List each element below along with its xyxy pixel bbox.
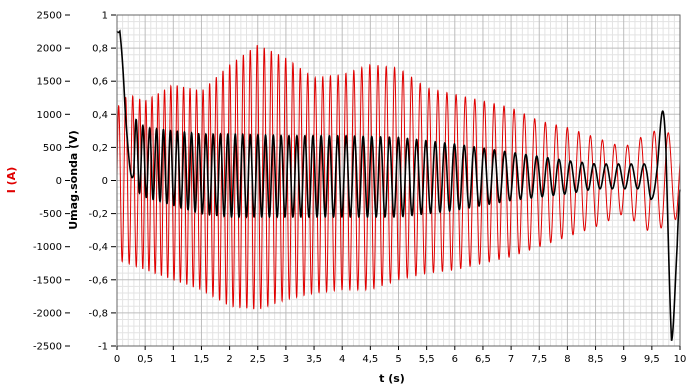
right-tick-label: 0,6 bbox=[92, 77, 108, 88]
x-ticks: 0 0,5 1 1,5 2 2,5 3 3,5 4 4,5 5 5,5 6 6,5 7 7,5 8 8,5 9 9,5… bbox=[114, 346, 686, 365]
left-tick-label: 0 bbox=[56, 176, 62, 187]
right-tick-label: -0,4 bbox=[88, 242, 108, 253]
x-tick-label: 1,5 bbox=[193, 354, 209, 365]
left-tick-label: -2000 bbox=[33, 308, 62, 319]
x-tick-label: 0,5 bbox=[137, 354, 153, 365]
x-tick-label: 0 bbox=[114, 354, 120, 365]
right-tick-label: 0,8 bbox=[92, 44, 108, 55]
left-tick-label: 2000 bbox=[37, 44, 62, 55]
left-tick-label: -1000 bbox=[33, 242, 62, 253]
x-tick-label: 3,5 bbox=[306, 354, 322, 365]
right-tick-label: 1 bbox=[102, 11, 108, 22]
voltage-series bbox=[116, 29, 681, 342]
left-tick-label: 2500 bbox=[37, 11, 62, 22]
right-tick-label: -0,6 bbox=[88, 275, 108, 286]
left-tick-label: -500 bbox=[39, 209, 62, 220]
x-tick-label: 9,5 bbox=[644, 354, 660, 365]
right-y-ticks: 1 0,8 0,6 0,4 0,2 0 -0,2 -0,4 -0,6 -0,8 -1 bbox=[88, 11, 116, 353]
right-tick-label: -0,8 bbox=[88, 308, 108, 319]
x-tick-label: 6 bbox=[452, 354, 458, 365]
x-tick-label: 9 bbox=[621, 354, 627, 365]
current-line bbox=[116, 45, 681, 310]
x-tick-label: 4,5 bbox=[362, 354, 378, 365]
x-tick-label: 3 bbox=[283, 354, 289, 365]
voltage-line bbox=[116, 29, 681, 342]
x-tick-label: 7,5 bbox=[531, 354, 547, 365]
x-tick-label: 4 bbox=[339, 354, 345, 365]
left-y-axis-title: I (A) bbox=[5, 167, 18, 194]
left-y-ticks: 2500 2000 1500 1000 500 0 -500 -1000 -1500 -2000 -… bbox=[33, 11, 70, 353]
left-tick-label: 1000 bbox=[37, 110, 62, 121]
x-tick-label: 8,5 bbox=[588, 354, 604, 365]
left-tick-label: 1500 bbox=[37, 77, 62, 88]
right-tick-label: 0 bbox=[102, 176, 108, 187]
x-tick-label: 10 bbox=[674, 354, 686, 365]
x-tick-label: 5,5 bbox=[419, 354, 435, 365]
right-tick-label: 0,2 bbox=[92, 143, 108, 154]
current-series bbox=[116, 45, 681, 310]
x-axis-title: t (s) bbox=[379, 372, 405, 385]
x-tick-label: 7 bbox=[508, 354, 514, 365]
right-tick-label: -1 bbox=[98, 342, 108, 353]
x-tick-label: 1 bbox=[170, 354, 176, 365]
right-tick-label: 0,4 bbox=[92, 110, 108, 121]
x-tick-label: 6,5 bbox=[475, 354, 491, 365]
left-tick-label: -1500 bbox=[33, 275, 62, 286]
left-tick-label: -2500 bbox=[33, 342, 62, 353]
x-tick-label: 5 bbox=[395, 354, 401, 365]
left-tick-label: 500 bbox=[43, 143, 62, 154]
right-tick-label: -0,2 bbox=[88, 209, 108, 220]
x-tick-label: 2,5 bbox=[250, 354, 266, 365]
x-tick-label: 8 bbox=[564, 354, 570, 365]
right-y-axis-title: Umag.sonda (V) bbox=[67, 130, 80, 230]
x-tick-label: 2 bbox=[226, 354, 232, 365]
